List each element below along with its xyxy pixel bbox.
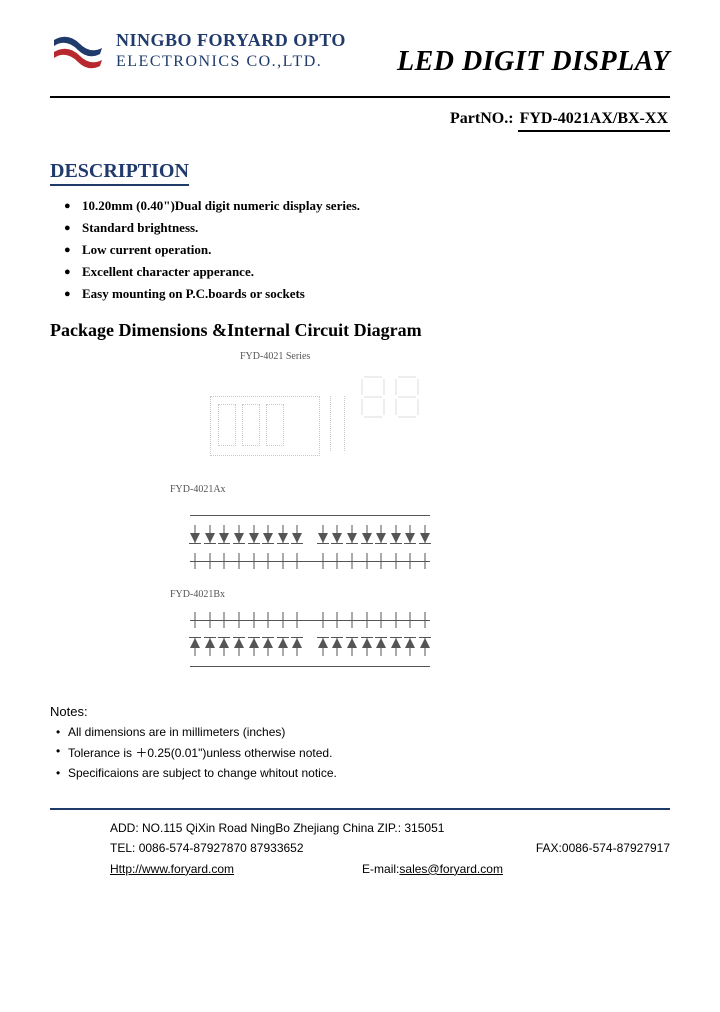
header-divider	[50, 96, 670, 98]
diagram-area: FYD-4021 Series	[170, 351, 670, 686]
website-link[interactable]: Http://www.foryard.com	[110, 862, 234, 876]
notes-heading: Notes:	[50, 704, 670, 719]
company-logo-icon	[50, 30, 106, 76]
partno-value: FYD-4021AX/BX-XX	[518, 110, 670, 132]
circuit-a-label: FYD-4021Ax	[170, 484, 670, 495]
notes-item: Tolerance is ＋0.25(0.01")unless otherwis…	[56, 744, 670, 761]
partno-label: PartNO.:	[450, 110, 514, 127]
address-label: ADD:	[110, 821, 139, 835]
fax-label: FAX:	[536, 841, 562, 855]
description-item: Excellent character apperance.	[64, 264, 670, 280]
notes-section: Notes: All dimensions are in millimeters…	[50, 704, 670, 780]
footer: ADD: NO.115 QiXin Road NingBo Zhejiang C…	[110, 818, 670, 879]
circuit-a-diagram	[170, 501, 450, 581]
footer-divider	[50, 808, 670, 810]
tel-label: TEL:	[110, 841, 135, 855]
fax-value: 0086-574-87927917	[562, 841, 670, 855]
tel-value: 0086-574-87927870 87933652	[139, 841, 304, 855]
notes-item: All dimensions are in millimeters (inche…	[56, 725, 670, 739]
description-item: 10.20mm (0.40")Dual digit numeric displa…	[64, 198, 670, 214]
notes-list: All dimensions are in millimeters (inche…	[56, 725, 670, 780]
description-item: Standard brightness.	[64, 220, 670, 236]
circuit-b-label: FYD-4021Bx	[170, 589, 670, 600]
package-heading: Package Dimensions &Internal Circuit Dia…	[50, 320, 670, 341]
email-label: E-mail:	[362, 862, 399, 876]
description-list: 10.20mm (0.40")Dual digit numeric displa…	[64, 198, 670, 302]
series-label: FYD-4021 Series	[240, 351, 670, 362]
description-heading: DESCRIPTION	[50, 160, 189, 186]
partno-row: PartNO.: FYD-4021AX/BX-XX	[50, 110, 670, 132]
dimension-drawing	[170, 366, 430, 476]
description-item: Easy mounting on P.C.boards or sockets	[64, 286, 670, 302]
description-item: Low current operation.	[64, 242, 670, 258]
notes-item: Specificaions are subject to change whit…	[56, 766, 670, 780]
circuit-b-diagram	[170, 606, 450, 686]
email-link[interactable]: sales@foryard.com	[399, 862, 503, 876]
address-value: NO.115 QiXin Road NingBo Zhejiang China …	[142, 821, 444, 835]
